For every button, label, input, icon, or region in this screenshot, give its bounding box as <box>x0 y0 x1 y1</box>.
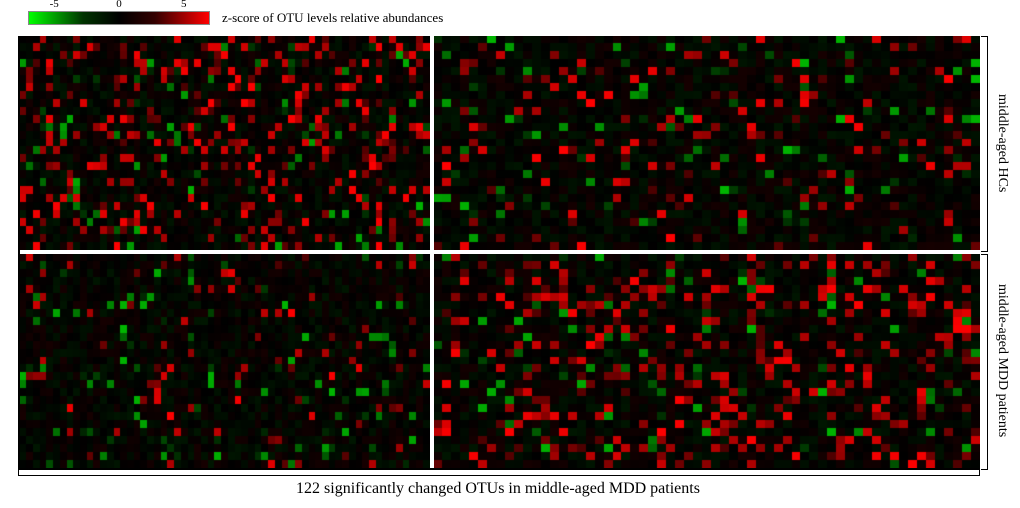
colorbar-label: z-score of OTU levels relative abundance… <box>222 10 443 26</box>
panel-top-left <box>20 36 430 250</box>
panel-gap-horizontal <box>20 250 980 254</box>
heatmap-figure: -5 0 5 z-score of OTU levels relative ab… <box>10 10 1010 498</box>
bracket-top <box>981 36 988 252</box>
bracket-bottom <box>981 254 988 470</box>
colorbar-tick: 5 <box>181 0 187 10</box>
panel-top-right <box>434 36 980 250</box>
colorbar: -5 0 5 <box>28 11 210 25</box>
x-bracket <box>18 469 980 476</box>
colorbar-tick: 0 <box>116 0 122 10</box>
colorbar-row: -5 0 5 z-score of OTU levels relative ab… <box>28 10 443 26</box>
colorbar-ticks: -5 0 5 <box>29 0 209 10</box>
right-label-top: middle-aged HCs <box>994 36 1010 250</box>
panel-bottom-left <box>20 254 430 468</box>
x-axis-label: 122 significantly changed OTUs in middle… <box>18 480 978 498</box>
panel-bottom-right <box>434 254 980 468</box>
colorbar-tick: -5 <box>50 0 59 10</box>
right-label-bottom: middle-aged MDD patients <box>994 254 1010 468</box>
heatmap-area <box>18 36 980 470</box>
